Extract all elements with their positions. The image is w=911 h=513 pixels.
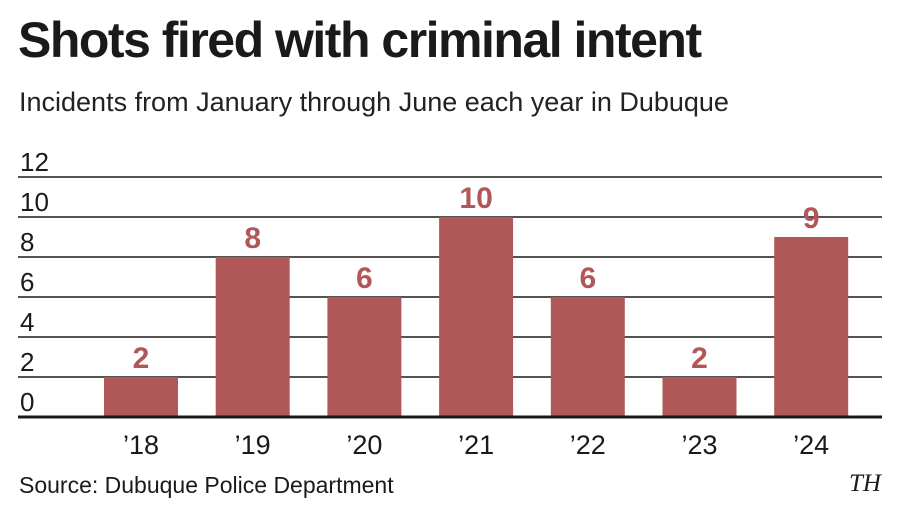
y-tick-label: 4 [20,307,34,337]
bar [439,217,514,416]
y-tick-label: 10 [20,187,49,217]
data-label: 8 [244,222,261,255]
data-label: 6 [579,262,596,295]
source-note: Source: Dubuque Police Department [19,472,394,498]
x-tick-label: ’19 [235,430,271,460]
chart-title: Shots fired with criminal intent [18,12,702,68]
data-label: 2 [133,342,150,375]
data-label: 9 [803,202,820,235]
data-label: 2 [691,342,708,375]
bar [550,297,625,416]
x-tick-label: ’18 [123,430,159,460]
bar [327,297,402,416]
bar [215,257,290,416]
y-tick-label: 8 [20,227,34,257]
y-tick-label: 6 [20,267,34,297]
data-label: 6 [356,262,373,295]
data-label: 10 [459,182,492,215]
chart-subtitle: Incidents from January through June each… [19,87,729,117]
x-tick-label: ’21 [458,430,494,460]
bar [774,237,849,416]
y-tick-label: 2 [20,347,34,377]
x-tick-label: ’22 [570,430,606,460]
x-tick-label: ’20 [346,430,382,460]
bar [662,377,737,416]
bar [104,377,178,416]
bar-chart: 0 2 4 6 8 10 12 2 ’18 8 ’19 6 ’20 10 ’21 6 ’22 2 ’23 9 ’24 [18,147,882,460]
x-tick-label: ’23 [681,430,717,460]
publisher-credit: TH [849,470,881,497]
x-tick-label: ’24 [793,430,829,460]
y-tick-label: 0 [20,387,34,417]
y-tick-label: 12 [20,147,49,177]
